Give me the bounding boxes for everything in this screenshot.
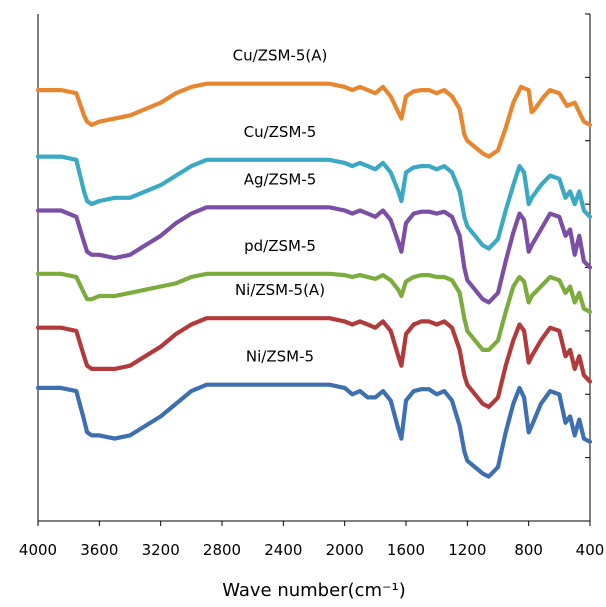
x-tick-label: 4000: [19, 541, 57, 559]
series-line: [35, 316, 593, 409]
x-tick-label: 3600: [80, 541, 118, 559]
series-label: Ni/ZSM-5(A): [235, 281, 325, 299]
series-line: [35, 382, 593, 479]
series-label: Ag/ZSM-5: [244, 170, 317, 188]
series-line: [35, 154, 593, 251]
series-group: [35, 81, 593, 479]
x-tick-label: 2800: [203, 541, 241, 559]
x-tick-label: 800: [514, 541, 543, 559]
series-label: Cu/ZSM-5(A): [233, 47, 328, 65]
series-label: Ni/ZSM-5: [246, 348, 314, 366]
series-line: [35, 271, 593, 352]
x-tick-label: 1200: [448, 541, 486, 559]
series-label-group: Cu/ZSM-5(A) Cu/ZSM-5 Ag/ZSM-5 pd/ZSM-5 Ni/ZS…: [233, 47, 328, 366]
x-axis-ticks: 4000 3600 3200 2800 2400 2000 1600 1200 800 400: [19, 521, 604, 559]
series-label: pd/ZSM-5: [244, 237, 316, 255]
x-tick-label: 3200: [142, 541, 180, 559]
x-tick-label: 400: [576, 541, 605, 559]
series-line: [35, 205, 593, 305]
x-tick-label: 2000: [326, 541, 364, 559]
plot-area: 4000 3600 3200 2800 2400 2000 1600 1200 800 400 C…: [19, 13, 604, 559]
series-line: [35, 81, 593, 159]
x-tick-label: 2400: [264, 541, 302, 559]
x-tick-label: 1600: [387, 541, 425, 559]
series-label: Cu/ZSM-5: [244, 123, 317, 141]
x-axis-title: Wave number(cm⁻¹): [222, 580, 406, 601]
